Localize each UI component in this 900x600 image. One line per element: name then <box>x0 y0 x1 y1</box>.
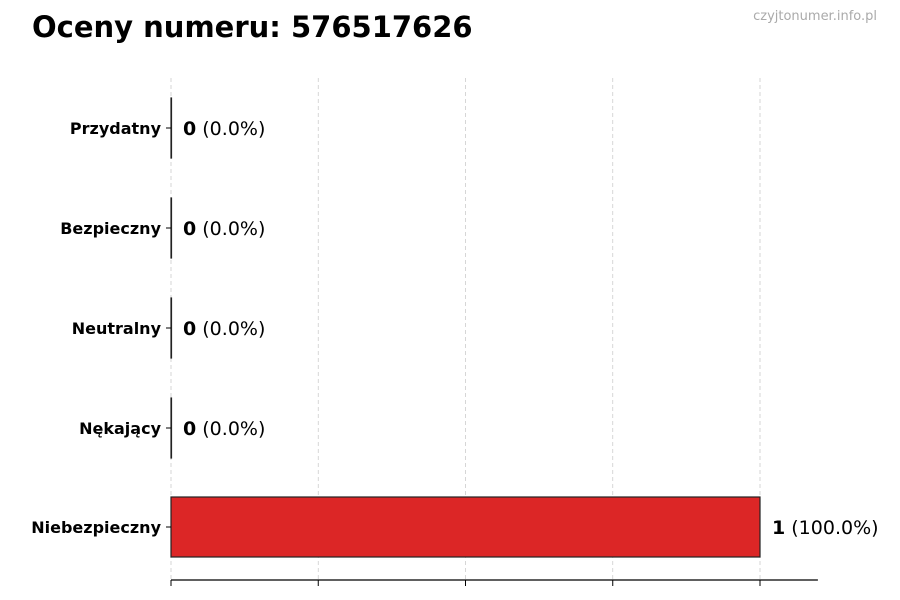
data-label-count: 0 <box>183 418 196 440</box>
y-tick-label: Bezpieczny <box>60 219 161 238</box>
data-label: 0 (0.0%) <box>183 318 265 340</box>
bar-przydatny <box>170 97 173 159</box>
data-label-count: 0 <box>183 118 196 140</box>
data-label-percent: (100.0%) <box>785 517 878 539</box>
data-label-count: 0 <box>183 218 196 240</box>
bar-niebezpieczny <box>170 496 761 558</box>
data-label-percent: (0.0%) <box>196 118 265 140</box>
data-label-count: 0 <box>183 318 196 340</box>
y-tick-label: Niebezpieczny <box>31 518 161 537</box>
bar-neutralny <box>170 297 173 359</box>
data-label-percent: (0.0%) <box>196 218 265 240</box>
data-label-percent: (0.0%) <box>196 418 265 440</box>
bar-nękający <box>170 397 173 459</box>
data-label: 0 (0.0%) <box>183 118 265 140</box>
data-label: 1 (100.0%) <box>772 517 879 539</box>
data-label: 0 (0.0%) <box>183 418 265 440</box>
y-tick-label: Nękający <box>79 419 161 438</box>
chart-title: Oceny numeru: 576517626 <box>32 10 473 44</box>
data-label-percent: (0.0%) <box>196 318 265 340</box>
y-tick-label: Neutralny <box>72 319 162 338</box>
watermark: czyjtonumer.info.pl <box>753 9 877 24</box>
bar-bezpieczny <box>170 197 173 259</box>
data-label: 0 (0.0%) <box>183 218 265 240</box>
data-label-count: 1 <box>772 517 785 539</box>
y-tick-label: Przydatny <box>70 119 162 138</box>
